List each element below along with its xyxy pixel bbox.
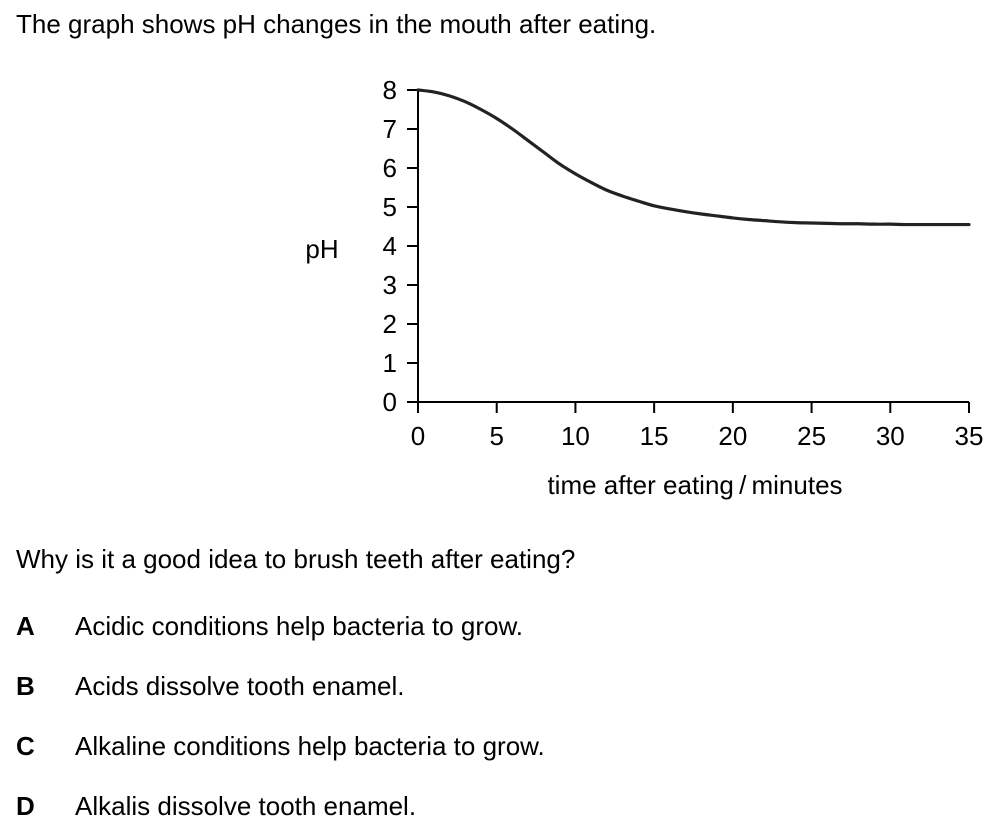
x-tick-label: 30 bbox=[876, 421, 905, 451]
y-tick-label: 5 bbox=[383, 192, 397, 222]
option-text: Acids dissolve tooth enamel. bbox=[75, 671, 405, 701]
x-tick-label: 10 bbox=[561, 421, 590, 451]
option-letter: B bbox=[16, 671, 35, 701]
option-letter: A bbox=[16, 611, 35, 641]
ph-line-chart: 0 1 2 3 4 5 6 7 8 0 5 10 15 20 25 30 35 pH time after e… bbox=[305, 75, 984, 500]
option-letter: C bbox=[16, 731, 35, 761]
y-tick-label: 2 bbox=[383, 309, 397, 339]
y-tick-label: 8 bbox=[383, 75, 397, 105]
y-tick-label: 7 bbox=[383, 114, 397, 144]
series-lines bbox=[416, 88, 971, 227]
option-text: Alkaline conditions help bacteria to gro… bbox=[75, 731, 545, 761]
y-tick-label: 4 bbox=[383, 231, 397, 261]
y-tick-label: 6 bbox=[383, 153, 397, 183]
y-tick-label: 0 bbox=[383, 387, 397, 417]
x-tick-label: 25 bbox=[797, 421, 826, 451]
intro-text: The graph shows pH changes in the mouth … bbox=[16, 9, 657, 39]
option-text: Alkalis dissolve tooth enamel. bbox=[75, 791, 417, 821]
y-axis: 0 1 2 3 4 5 6 7 8 bbox=[383, 75, 419, 417]
option-letter: D bbox=[16, 791, 35, 821]
y-tick-label: 3 bbox=[383, 270, 397, 300]
x-tick-label: 20 bbox=[718, 421, 747, 451]
ph-curve bbox=[416, 88, 971, 227]
x-axis: 0 5 10 15 20 25 30 35 bbox=[411, 401, 984, 451]
y-tick-label: 1 bbox=[383, 348, 397, 378]
question-text: Why is it a good idea to brush teeth aft… bbox=[16, 544, 576, 574]
x-tick-label: 5 bbox=[489, 421, 503, 451]
x-axis-label: time after eating / minutes bbox=[547, 470, 842, 500]
option-text: Acidic conditions help bacteria to grow. bbox=[75, 611, 524, 641]
y-axis-label: pH bbox=[305, 234, 338, 264]
x-tick-label: 0 bbox=[411, 421, 425, 451]
x-tick-label: 15 bbox=[640, 421, 669, 451]
x-tick-label: 35 bbox=[955, 421, 984, 451]
